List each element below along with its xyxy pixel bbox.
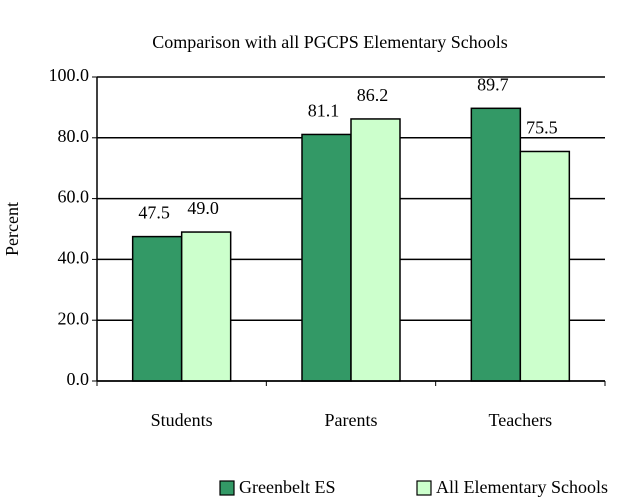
bar xyxy=(131,235,183,382)
data-label: 75.5 xyxy=(526,118,558,138)
bar xyxy=(350,118,401,382)
bar xyxy=(470,107,522,382)
x-tick-label: Parents xyxy=(325,410,378,430)
data-label: 47.5 xyxy=(138,203,170,223)
legend-label: Greenbelt ES xyxy=(239,477,335,497)
bar xyxy=(519,150,571,382)
x-tick-label: Students xyxy=(151,410,213,430)
bar xyxy=(180,231,232,382)
y-tick-label: 40.0 xyxy=(58,248,90,268)
data-label: 49.0 xyxy=(187,198,219,218)
y-tick-label: 80.0 xyxy=(58,126,90,146)
y-tick-label: 60.0 xyxy=(58,187,90,207)
data-label: 86.2 xyxy=(357,85,389,105)
chart-title: Comparison with all PGCPS Elementary Sch… xyxy=(152,32,508,52)
legend-label: All Elementary Schools xyxy=(436,477,608,497)
y-tick-label: 20.0 xyxy=(58,308,90,328)
y-tick-label: 0.0 xyxy=(67,369,90,389)
legend-swatch xyxy=(219,480,235,496)
y-axis-label: Percent xyxy=(2,202,22,256)
data-label: 89.7 xyxy=(477,74,509,94)
y-tick-label: 100.0 xyxy=(49,65,90,85)
data-label: 81.1 xyxy=(308,101,340,121)
legend-swatch xyxy=(416,480,432,496)
x-tick-label: Teachers xyxy=(488,410,552,430)
bar xyxy=(301,133,352,382)
